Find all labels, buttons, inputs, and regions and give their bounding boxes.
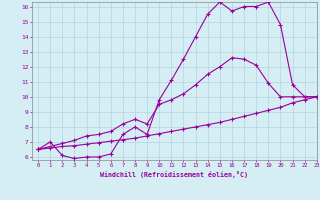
X-axis label: Windchill (Refroidissement éolien,°C): Windchill (Refroidissement éolien,°C) bbox=[100, 171, 248, 178]
